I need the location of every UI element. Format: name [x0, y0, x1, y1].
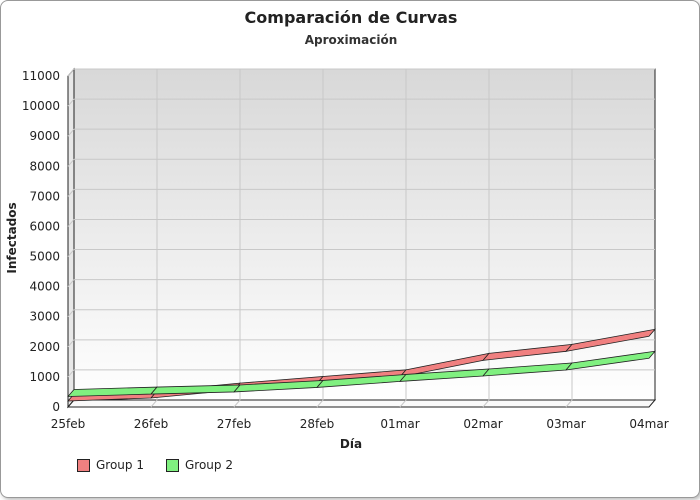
- legend-item[interactable]: Group 1: [77, 458, 144, 472]
- y-tick-label: 2000: [29, 340, 60, 354]
- x-tick-label: 25feb: [51, 417, 86, 431]
- y-axis-label: Infectados: [5, 202, 19, 273]
- y-tick-label: 11000: [22, 69, 60, 83]
- legend-swatch: [77, 458, 90, 472]
- x-tick-label: 03mar: [546, 417, 585, 431]
- y-tick-label: 3000: [29, 310, 60, 324]
- legend-swatch: [165, 458, 179, 472]
- series-segment: [564, 328, 657, 352]
- y-tick-label: 10000: [22, 99, 60, 113]
- y-tick-label: 6000: [29, 219, 60, 233]
- legend-label: Group 2: [184, 458, 233, 472]
- legend: Group 1 Group 2: [77, 458, 233, 472]
- y-tick-label: 4000: [29, 280, 60, 294]
- x-tick-label: 27feb: [217, 417, 252, 431]
- x-tick-label: 28feb: [300, 417, 335, 431]
- legend-item[interactable]: Group 2: [165, 458, 233, 472]
- x-tick-label: 01mar: [380, 417, 419, 431]
- series-segment: [565, 350, 656, 371]
- y-tick-label: 9000: [29, 129, 60, 143]
- chart-subtitle: Aproximación: [304, 33, 398, 47]
- y-tick-label: 7000: [29, 189, 60, 203]
- x-tick-label: 02mar: [463, 417, 502, 431]
- chart-title: Comparación de Curvas: [244, 8, 458, 27]
- y-tick-label: 1000: [29, 370, 60, 384]
- y-tick-label: 8000: [29, 159, 60, 173]
- x-tick-label: 26feb: [134, 417, 169, 431]
- x-tick-label: 04mar: [629, 417, 668, 431]
- y-tick-label: 5000: [29, 250, 60, 264]
- legend-label: Group 1: [96, 458, 144, 472]
- y-tick-label: 0: [52, 400, 60, 414]
- x-axis-label: Día: [340, 437, 362, 451]
